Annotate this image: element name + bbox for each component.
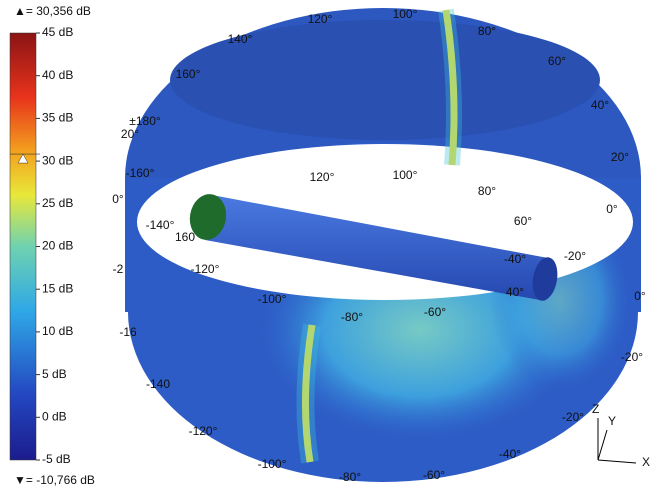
angle-label: -100°	[258, 292, 287, 306]
tick-label: 35 dB	[42, 111, 73, 125]
angle-label: 0°	[634, 289, 646, 303]
angle-label: -160°	[126, 166, 155, 180]
angle-label: 140°	[228, 32, 253, 46]
angle-label: 80°	[478, 184, 496, 198]
angle-label: -16	[119, 325, 137, 339]
axis-label: Z	[592, 402, 599, 416]
tick-label: -5 dB	[42, 452, 71, 466]
angle-label: -80°	[341, 310, 363, 324]
angle-label: -20°	[562, 410, 584, 424]
min-label: ▼= -10,766 dB	[14, 473, 95, 487]
angle-label: -140	[146, 377, 170, 391]
angle-label: -80°	[339, 470, 361, 484]
angle-label: 120°	[308, 12, 333, 26]
angle-label: 160	[175, 230, 195, 244]
tick-label: 45 dB	[42, 25, 73, 39]
tick-label: 20 dB	[42, 239, 73, 253]
angle-label: 0°	[606, 202, 618, 216]
tick-label: 25 dB	[42, 196, 73, 210]
angle-label: 120°	[310, 170, 335, 184]
angle-label: 0°	[112, 192, 124, 206]
angle-label: 100°	[393, 7, 418, 21]
angle-label: -40°	[504, 252, 526, 266]
axis-label: X	[642, 455, 650, 469]
angle-label: ±180°	[129, 114, 161, 128]
angle-label: -60°	[424, 305, 446, 319]
tick-label: 10 dB	[42, 324, 73, 338]
angle-label: -2	[113, 262, 124, 276]
colorbar: ▲= 30,356 dB ▼= -10,766 dB 45 dB 40 dB 35 …	[10, 4, 95, 487]
angle-label: -100°	[258, 457, 287, 471]
angle-label: 100°	[393, 168, 418, 182]
angle-label: 160°	[176, 67, 201, 81]
angle-label: 60°	[514, 214, 532, 228]
angle-label: -120°	[189, 424, 218, 438]
axis-label: Y	[608, 414, 616, 428]
farfield-view: ▲= 30,356 dB ▼= -10,766 dB 45 dB 40 dB 35 …	[0, 0, 652, 491]
angle-label: 60°	[548, 54, 566, 68]
angle-label: 20°	[121, 127, 139, 141]
angle-label: -20°	[621, 350, 643, 364]
angle-label: 40°	[591, 98, 609, 112]
angle-label: -60°	[423, 468, 445, 482]
angle-label: -20°	[564, 249, 586, 263]
tick-label: 40 dB	[42, 68, 73, 82]
angle-label: 80°	[478, 24, 496, 38]
tick-label: 0 dB	[42, 409, 67, 423]
angle-label: -120°	[191, 262, 220, 276]
tick-label: 15 dB	[42, 281, 73, 295]
tick-label: 5 dB	[42, 367, 67, 381]
angle-label: -40°	[499, 447, 521, 461]
angle-label: 20°	[611, 150, 629, 164]
angle-label: -140°	[146, 218, 175, 232]
colorbar-gradient	[10, 33, 36, 460]
max-label: ▲= 30,356 dB	[14, 4, 91, 18]
angle-label: 40°	[506, 285, 524, 299]
tick-label: 30 dB	[42, 153, 73, 167]
axes-triad: Z Y X	[592, 402, 650, 469]
